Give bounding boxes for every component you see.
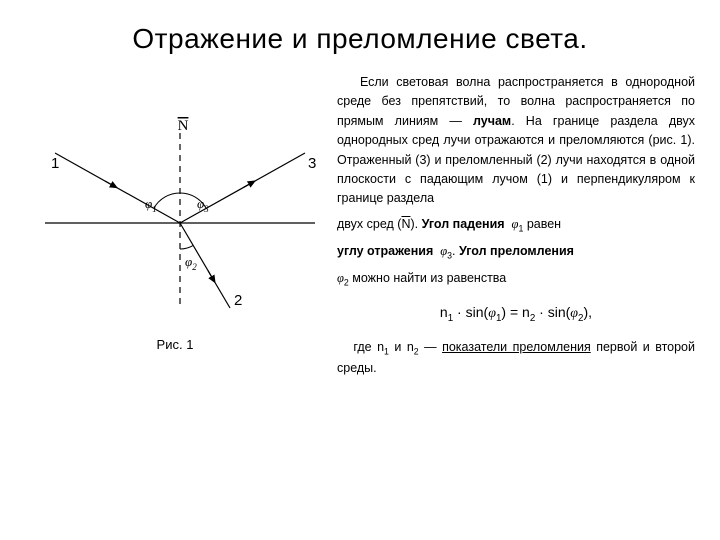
label-2: 2 [234, 292, 242, 309]
phi2-symbol: φ [337, 271, 344, 285]
right-column: Если световая волна распространяется в о… [337, 73, 695, 384]
label-phi3: φ3 [197, 196, 209, 214]
label-3: 3 [308, 155, 316, 172]
paragraph-2: двух сред (N). Угол падения φ1 равен [337, 215, 695, 236]
paragraph-3: углу отражения φ3. Угол преломления [337, 242, 695, 263]
refractive-index-link[interactable]: показатели преломления [442, 340, 591, 354]
paragraph-1: Если световая волна распространяется в о… [337, 73, 695, 209]
label-phi2: φ2 [185, 254, 197, 272]
arc-phi1 [154, 193, 180, 208]
n1-symbol: n [377, 340, 384, 354]
snell-formula: n1 · sin(φ1) = n2 · sin(φ2), [337, 302, 695, 326]
reflected-arrow [243, 181, 255, 188]
incident-arrow [105, 181, 117, 188]
refracted-arrow [208, 271, 215, 283]
reflected-ray [180, 153, 305, 223]
content-row: N 1 3 2 φ1 φ3 φ2 Рис. 1 Если световая во… [25, 73, 695, 384]
left-column: N 1 3 2 φ1 φ3 φ2 Рис. 1 [25, 73, 325, 384]
page-title: Отражение и преломление света. [25, 23, 695, 55]
n2-symbol: n [407, 340, 414, 354]
label-phi1: φ1 [145, 196, 157, 214]
paragraph-5: где n1 и n2 — показатели преломления пер… [337, 338, 695, 378]
paragraph-4: φ2 можно найти из равенства [337, 269, 695, 290]
refraction-diagram: N 1 3 2 φ1 φ3 φ2 [25, 73, 325, 333]
label-N: N [178, 118, 189, 134]
arc-phi2 [180, 245, 193, 249]
incident-ray [55, 153, 180, 223]
figure-caption: Рис. 1 [25, 337, 325, 352]
label-1: 1 [51, 155, 59, 172]
